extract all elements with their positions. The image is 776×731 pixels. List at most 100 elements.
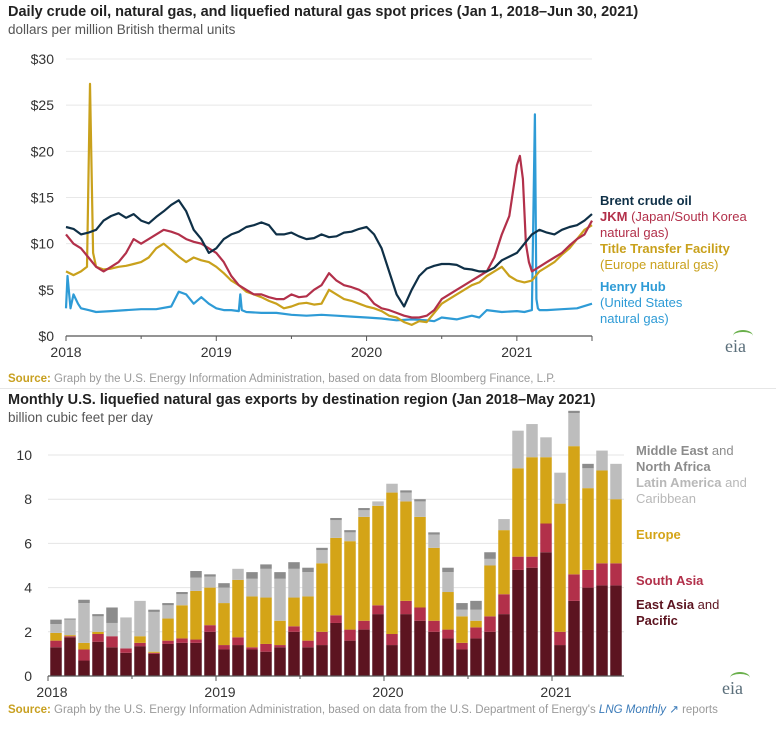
legend-latin-america: Latin America and Caribbean (636, 475, 747, 506)
y-tick-label: 6 (24, 535, 32, 551)
bar-segment (344, 530, 356, 533)
bar-segment (316, 563, 328, 632)
bar-segment (120, 648, 132, 653)
bar-segment (190, 642, 202, 676)
bar-segment (218, 583, 230, 588)
bar-segment (50, 632, 62, 641)
bar-segment (470, 609, 482, 621)
bar-segment (442, 592, 454, 630)
bar-segment (484, 631, 496, 676)
bar-segment (372, 614, 384, 676)
x-tick-label: 2019 (204, 684, 235, 700)
bar-segment (106, 647, 118, 676)
bar-segment (232, 579, 244, 638)
bar-segment (582, 463, 594, 469)
bar-segment (554, 472, 566, 504)
bar-segment (64, 635, 76, 637)
y-tick-label: $15 (31, 190, 55, 206)
bar-segment (316, 547, 328, 551)
bar-segment (596, 450, 608, 471)
bar-segment (540, 457, 552, 524)
bar-segment (582, 569, 594, 588)
bar-segment (498, 530, 510, 595)
bar-segment (162, 640, 174, 644)
legend-ttf-desc: (Europe natural gas) (600, 257, 719, 272)
bar-segment (78, 603, 90, 643)
series-line-jkm (65, 154, 593, 319)
bar-segment (218, 645, 230, 650)
bar-segment (176, 594, 188, 606)
y-tick-label: $10 (31, 236, 55, 252)
bar-segment (260, 564, 272, 569)
bar-segment (358, 516, 370, 621)
bar-chart-source: Source: Graph by the U.S. Energy Informa… (8, 704, 718, 716)
bar-segment (260, 568, 272, 598)
bar-segment (358, 510, 370, 517)
bar-segment (428, 620, 440, 632)
y-tick-label: 0 (24, 668, 32, 684)
bar-segment (512, 556, 524, 570)
bar-segment (414, 607, 426, 621)
bar-segment (414, 501, 426, 517)
x-tick-label: 2020 (372, 684, 403, 700)
bar-segment (610, 585, 622, 676)
bar-segment (302, 596, 314, 641)
bar-segment (414, 620, 426, 676)
bar-segment (190, 639, 202, 643)
bar-segment (540, 523, 552, 553)
bar-segment (344, 629, 356, 641)
bar-segment (428, 532, 440, 535)
bar-segment (260, 651, 272, 676)
bar-segment (358, 620, 370, 630)
bar-segment (344, 532, 356, 542)
bar-segment (302, 567, 314, 573)
bar-segment (470, 627, 482, 639)
bar-segment (288, 626, 300, 632)
bar-segment (316, 550, 328, 564)
y-tick-label: 8 (24, 491, 32, 507)
bar-segment (568, 413, 580, 447)
bar-segment (162, 618, 174, 641)
y-tick-label: $5 (38, 282, 54, 298)
bar-segment (540, 437, 552, 458)
legend-henry-hub-label: Henry Hub (600, 279, 666, 294)
bar-segment (596, 585, 608, 676)
bar-segment (330, 520, 342, 538)
bar-segment (582, 468, 594, 489)
bar-segment (400, 600, 412, 615)
bar-segment (134, 636, 146, 643)
bar-segment (176, 642, 188, 676)
bar-segment (92, 631, 104, 635)
bar-segment (568, 410, 580, 414)
bar-segment (204, 631, 216, 676)
bar-segment (78, 642, 90, 650)
bar-segment (260, 597, 272, 644)
bar-segment (218, 649, 230, 676)
bar-segment (428, 631, 440, 676)
bar-segment (330, 517, 342, 521)
legend-east-asia: East Asia and Pacific (636, 597, 720, 628)
line-chart: $0 $5 $10 $15 $20 $25 $30 2018 2019 2020 2021 (31, 51, 593, 360)
y-tick-label: 2 (24, 624, 32, 640)
bar-segment (288, 562, 300, 569)
bar-segment (498, 594, 510, 615)
eia-logo-top: eia (725, 330, 753, 357)
bar-segment (134, 642, 146, 647)
lng-monthly-link[interactable]: LNG Monthly (598, 704, 667, 716)
bar-segment (302, 647, 314, 676)
x-tick-label: 2020 (351, 344, 382, 360)
bar-segment (204, 576, 216, 588)
bar-segment (64, 636, 76, 638)
bar-segment (134, 646, 146, 676)
bar-segment (456, 609, 468, 617)
bar-segment (470, 600, 482, 610)
bar-segment (232, 568, 244, 580)
bar-segment (64, 619, 76, 636)
series-line-title-transfer-facility (65, 82, 593, 326)
legend-henry-hub: Henry Hub (United States natural gas) (600, 279, 710, 327)
bar-segment (484, 558, 496, 566)
x-tick-label: 2019 (201, 344, 232, 360)
bar-segment (540, 552, 552, 676)
bar-segment (274, 620, 286, 646)
bar-segment (386, 634, 398, 646)
